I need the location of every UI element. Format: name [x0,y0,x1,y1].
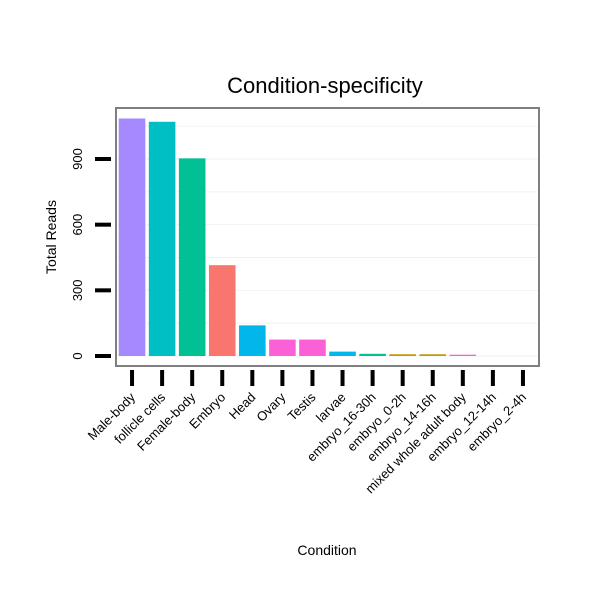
x-tick-label: Head [226,390,259,423]
y-axis: 0 300 600 900 [70,148,111,360]
x-axis-label: Condition [297,542,356,558]
bar-embryo-14-16h [419,354,447,356]
y-tick-label: 300 [70,279,85,301]
bar-larvae [329,351,356,356]
y-tick-label: 0 [70,352,85,359]
y-tick-label: 600 [70,214,85,236]
bars-group [118,118,477,357]
bar-follicle-cells [148,121,176,357]
bar-embryo-0-2h [389,354,416,356]
x-tick-label: Testis [284,389,318,423]
y-tick-label: 900 [70,148,85,170]
bar-testis [299,339,326,356]
bar-male-body [118,118,146,356]
bar-embryo [208,265,236,356]
bar-embryo-16-30h [359,353,386,356]
bar-female-body [178,158,206,356]
x-tick-label: Ovary [253,389,288,424]
bar-mixed-whole-adult-body [449,354,477,356]
chart-title: Condition-specificity [227,73,423,98]
bar-head [239,325,266,356]
plot-border [115,107,540,367]
y-axis-label: Total Reads [43,200,59,274]
bar-ovary [269,339,296,356]
